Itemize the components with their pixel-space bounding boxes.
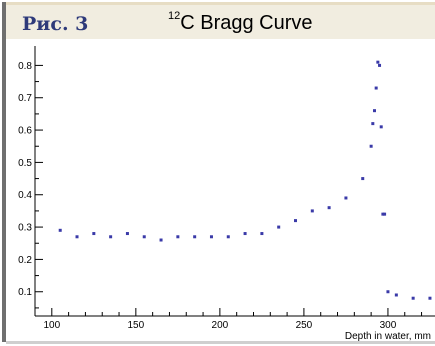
data-point xyxy=(428,296,432,300)
data-point xyxy=(386,290,390,294)
y-tick-label: 0.7 xyxy=(18,93,32,104)
data-point xyxy=(176,235,180,239)
data-point xyxy=(374,86,378,90)
figure-label: Рис. 3 xyxy=(22,13,89,35)
y-tick-label: 0.1 xyxy=(18,287,32,298)
chart-title: 12C Bragg Curve xyxy=(168,10,313,35)
data-point xyxy=(193,235,197,239)
data-point xyxy=(344,196,348,200)
data-point xyxy=(383,212,387,216)
chart-title-text: C Bragg Curve xyxy=(180,12,313,34)
data-point xyxy=(75,235,79,239)
chart-title-isotope-mass: 12 xyxy=(168,10,181,23)
x-tick-label: 150 xyxy=(127,320,144,331)
frame-left-border xyxy=(2,2,6,342)
x-axis-ticks: 100 150 200 250 300 xyxy=(34,308,423,331)
x-tick-label: 250 xyxy=(296,320,313,331)
data-point xyxy=(277,225,281,229)
y-tick-label: 0.6 xyxy=(18,126,32,137)
data-point xyxy=(209,235,213,239)
axes xyxy=(34,46,435,317)
data-point xyxy=(361,177,365,181)
x-tick-label: 100 xyxy=(43,320,60,331)
data-point xyxy=(109,235,113,239)
y-axis-ticks: 0.1 0.2 0.3 0.4 0.5 0.6 0.7 0.8 xyxy=(18,61,43,309)
data-point xyxy=(226,235,230,239)
y-tick-label: 0.5 xyxy=(18,158,32,169)
data-point xyxy=(376,60,380,64)
data-point xyxy=(260,232,264,236)
data-point xyxy=(92,232,96,236)
data-point xyxy=(159,238,163,242)
caption-band xyxy=(6,5,435,39)
data-point xyxy=(411,296,415,300)
data-point xyxy=(394,293,398,297)
data-point xyxy=(378,63,382,67)
y-tick-label: 0.2 xyxy=(18,255,32,266)
data-point xyxy=(294,219,298,223)
frame-bottom-border xyxy=(6,341,435,344)
y-tick-label: 0.4 xyxy=(18,190,32,201)
data-point xyxy=(142,235,146,239)
data-point xyxy=(58,228,62,232)
y-tick-label: 0.8 xyxy=(18,61,32,72)
data-point xyxy=(243,232,247,236)
data-point xyxy=(372,109,376,113)
x-axis-label: Depth in water, mm xyxy=(345,331,431,342)
x-tick-label: 300 xyxy=(380,320,397,331)
data-point xyxy=(310,209,314,213)
y-tick-label: 0.3 xyxy=(18,223,32,234)
data-point xyxy=(381,212,385,216)
data-point xyxy=(327,206,331,210)
data-point xyxy=(369,144,373,148)
data-point xyxy=(371,122,375,126)
data-point xyxy=(379,125,383,129)
data-markers xyxy=(58,60,432,300)
frame-top-border xyxy=(6,2,435,5)
x-tick-label: 200 xyxy=(212,320,229,331)
data-point xyxy=(125,232,129,236)
